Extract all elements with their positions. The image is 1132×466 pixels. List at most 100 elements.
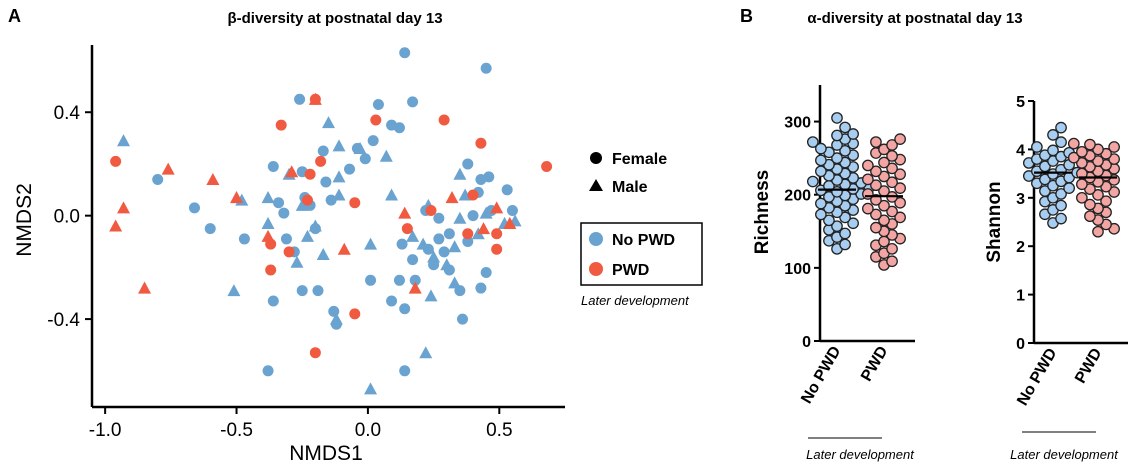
point-male bbox=[419, 346, 433, 359]
point-female bbox=[467, 210, 479, 222]
dot-pwd bbox=[894, 211, 906, 224]
point-female bbox=[280, 233, 292, 245]
points-shannon bbox=[1022, 121, 1120, 238]
dot-no-pwd bbox=[1039, 173, 1051, 186]
point-female bbox=[238, 233, 250, 245]
richness-plot: 0 100 200 300 No PWD PWD Richness Later deve… bbox=[752, 85, 915, 462]
alpha-diversity-plots: α-diversity at postnatal day 13 0 100 200 3… bbox=[752, 10, 1128, 462]
y-tick-label-a: 0.0 bbox=[54, 207, 80, 228]
dot-pwd bbox=[1092, 155, 1104, 167]
panel-a-letter: A bbox=[8, 6, 21, 26]
point-female bbox=[475, 282, 487, 294]
point-male bbox=[453, 167, 467, 180]
dot-no-pwd bbox=[831, 129, 843, 142]
dot-no-pwd bbox=[831, 220, 843, 233]
point-female bbox=[349, 308, 361, 320]
point-female bbox=[480, 62, 492, 74]
dot-pwd bbox=[1100, 195, 1112, 208]
point-male bbox=[427, 250, 441, 263]
point-female bbox=[462, 228, 474, 240]
point-male bbox=[448, 240, 462, 253]
point-female bbox=[462, 158, 474, 170]
point-male bbox=[329, 312, 343, 325]
dot-pwd bbox=[862, 188, 874, 200]
point-female bbox=[407, 254, 419, 266]
x-ticks-a: -1.0 -0.5 0.0 0.5 bbox=[89, 407, 513, 441]
point-male bbox=[364, 237, 378, 250]
dot-pwd bbox=[878, 199, 890, 212]
point-male bbox=[337, 242, 351, 255]
y-tick-label-b: 200 bbox=[784, 188, 811, 205]
dot-no-pwd bbox=[839, 211, 851, 224]
dot-pwd bbox=[1076, 191, 1088, 204]
point-male bbox=[440, 258, 454, 271]
point-male bbox=[408, 281, 422, 294]
point-male bbox=[322, 116, 335, 129]
point-female bbox=[475, 137, 487, 149]
legend-male-marker bbox=[589, 179, 603, 191]
chart-title-beta: β-diversity at postnatal day 13 bbox=[227, 10, 442, 27]
y-ticks-shannon: 0 1 2 3 4 5 bbox=[1016, 94, 1034, 353]
point-male bbox=[332, 170, 346, 183]
dot-no-pwd bbox=[815, 154, 827, 167]
dot-pwd bbox=[1108, 153, 1120, 165]
dot-no-pwd bbox=[815, 197, 827, 210]
point-female bbox=[433, 212, 445, 224]
point-male bbox=[117, 201, 131, 214]
point-female bbox=[399, 47, 411, 59]
point-female bbox=[399, 303, 411, 315]
group-note-shannon: Later development bbox=[1010, 447, 1119, 462]
point-female bbox=[294, 93, 306, 105]
legend-pwd-marker bbox=[589, 262, 603, 276]
y-ticks-a: 0.4 0.0 -0.4 bbox=[47, 103, 92, 331]
dot-pwd bbox=[862, 202, 874, 215]
point-male bbox=[261, 229, 275, 242]
point-male bbox=[261, 191, 275, 204]
point-female bbox=[365, 274, 377, 286]
dot-no-pwd bbox=[847, 128, 859, 140]
x-tick-label-a: -0.5 bbox=[220, 420, 253, 441]
dot-pwd bbox=[870, 136, 882, 148]
dot-pwd bbox=[878, 156, 890, 169]
point-female bbox=[433, 233, 445, 245]
point-female bbox=[399, 365, 411, 377]
y-tick-label-b: 0 bbox=[1016, 336, 1025, 353]
dot-pwd bbox=[878, 214, 890, 227]
dot-no-pwd bbox=[1055, 121, 1067, 134]
dot-no-pwd bbox=[831, 152, 843, 164]
point-female bbox=[359, 153, 371, 165]
point-female bbox=[267, 161, 279, 173]
dot-pwd bbox=[1076, 157, 1088, 169]
dot-pwd bbox=[862, 173, 874, 186]
point-female bbox=[506, 204, 518, 216]
point-female bbox=[367, 135, 379, 147]
dot-no-pwd bbox=[823, 214, 835, 227]
point-male bbox=[490, 201, 504, 214]
dot-pwd bbox=[878, 170, 890, 183]
dot-pwd bbox=[870, 179, 882, 192]
y-axis-label-shannon: Shannon bbox=[984, 181, 1005, 262]
point-female bbox=[438, 246, 450, 258]
dot-pwd bbox=[886, 176, 898, 189]
point-female bbox=[501, 184, 513, 196]
point-male bbox=[424, 289, 438, 302]
point-male bbox=[332, 188, 346, 201]
point-male bbox=[308, 219, 322, 232]
point-female bbox=[491, 228, 503, 240]
legend-no-pwd-label: No PWD bbox=[612, 232, 675, 249]
legend-box bbox=[580, 222, 703, 286]
point-male bbox=[448, 276, 462, 289]
point-male bbox=[453, 211, 467, 224]
point-female bbox=[275, 119, 287, 131]
x-categories-shannon: No PWD PWD bbox=[1014, 346, 1105, 409]
point-female bbox=[273, 197, 285, 209]
dot-pwd bbox=[894, 182, 906, 194]
y-tick-label-b: 100 bbox=[784, 261, 811, 278]
x-categories-richness: No PWD PWD bbox=[798, 344, 891, 407]
dot-no-pwd bbox=[839, 144, 851, 157]
point-female bbox=[483, 171, 495, 183]
point-male bbox=[109, 219, 123, 232]
dot-pwd bbox=[870, 221, 882, 234]
y-tick-label-b: 0 bbox=[802, 334, 811, 351]
